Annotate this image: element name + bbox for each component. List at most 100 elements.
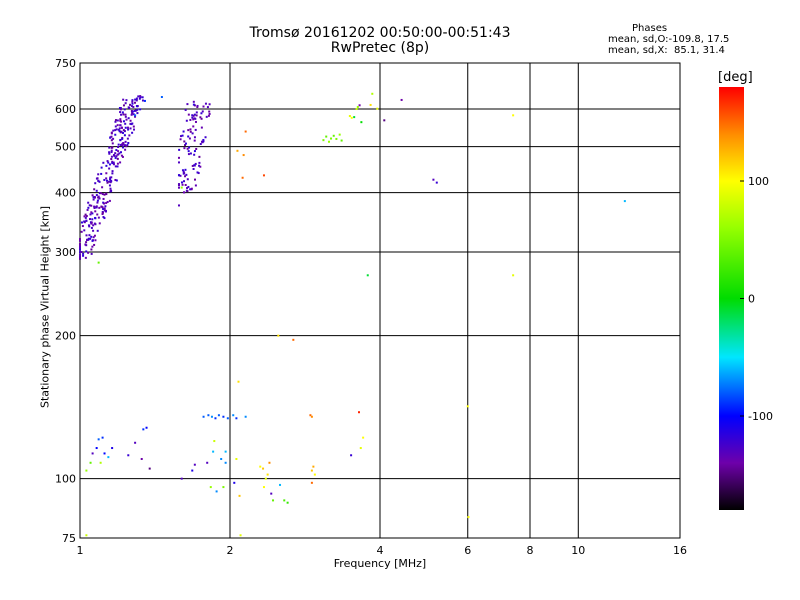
cluster-point [91,245,94,248]
cluster-point [200,126,203,129]
y-tick-label: 300 [55,246,76,259]
data-point [512,114,515,117]
cluster-point [136,108,139,111]
data-point [232,414,235,417]
data-point [432,178,435,181]
data-point [268,461,271,464]
data-point [312,465,315,468]
data-point [310,415,313,418]
data-point [272,499,275,502]
data-point [270,492,273,495]
cluster-point [124,102,127,105]
cluster-point [141,96,144,99]
data-point [148,467,151,470]
cluster-point [131,112,134,115]
data-point [142,428,145,431]
cluster-point [119,107,122,110]
cluster-point [86,208,89,211]
data-point [143,99,146,102]
cluster-point [194,128,197,131]
cluster-point [105,177,108,180]
cluster-point [98,180,101,183]
cluster-point [97,173,100,176]
cluster-point [186,103,189,106]
data-point [134,114,137,117]
cluster-point [83,220,86,223]
cluster-point [84,216,87,219]
cluster-point [120,113,123,116]
data-point [160,96,163,99]
cluster-point [184,144,187,147]
data-point [180,186,183,189]
cluster-point [110,179,113,182]
cluster-point [104,210,107,213]
cluster-point [114,178,117,181]
data-point [242,154,245,157]
data-point [283,499,286,502]
cluster-point [189,128,192,131]
data-point [224,450,227,453]
cluster-point [187,153,190,156]
cluster-point [121,142,124,145]
cluster-point [95,189,98,192]
cluster-point [79,247,81,250]
cluster-point [184,142,187,145]
cluster-point [129,122,132,125]
cluster-point [91,194,94,197]
data-point [512,274,515,277]
cluster-point [182,170,185,173]
cluster-point [184,168,187,171]
data-point [359,447,362,450]
cluster-point [193,150,196,153]
cluster-point [90,211,93,214]
cluster-point [114,120,117,123]
cluster-point [196,106,199,109]
cluster-point [179,138,182,141]
cluster-point [106,179,109,182]
cluster-point [79,243,81,246]
cluster-point [101,206,104,209]
cluster-point [141,99,144,102]
cluster-point [104,205,107,208]
data-point [244,130,247,133]
cluster-point [128,106,131,109]
y-tick-label: 100 [55,473,76,486]
y-tick-label: 750 [55,57,76,70]
cluster-point [181,134,184,137]
x-tick-label: 6 [464,544,471,557]
cluster-point [112,163,115,166]
cluster-point [116,153,119,156]
cluster-point [139,96,142,99]
y-tick-label: 200 [55,330,76,343]
cluster-point [111,170,114,173]
cluster-point [97,179,100,182]
cluster-point [90,226,93,229]
data-point [239,534,242,537]
cluster-point [121,137,124,140]
cluster-point [110,135,113,138]
data-point [237,380,240,383]
cluster-point [186,147,189,150]
cluster-point [201,110,204,113]
cluster-point [105,201,108,204]
cluster-point [121,155,124,158]
cluster-point [199,165,202,168]
cluster-point [195,114,198,117]
cluster-point [122,131,125,134]
cluster-point [183,147,186,150]
cluster-point [90,222,93,225]
data-point [466,405,469,408]
data-point [262,174,265,177]
data-point [259,465,262,468]
data-point [127,454,130,457]
cluster-point [82,254,85,257]
data-point [236,149,239,152]
x-tick-label: 1 [77,544,84,557]
cluster-point [95,206,98,209]
cluster-point [132,113,135,116]
data-point [103,452,106,455]
cluster-point [108,151,111,154]
cluster-point [108,163,111,166]
cluster-point [101,186,104,189]
cluster-point [120,151,123,154]
